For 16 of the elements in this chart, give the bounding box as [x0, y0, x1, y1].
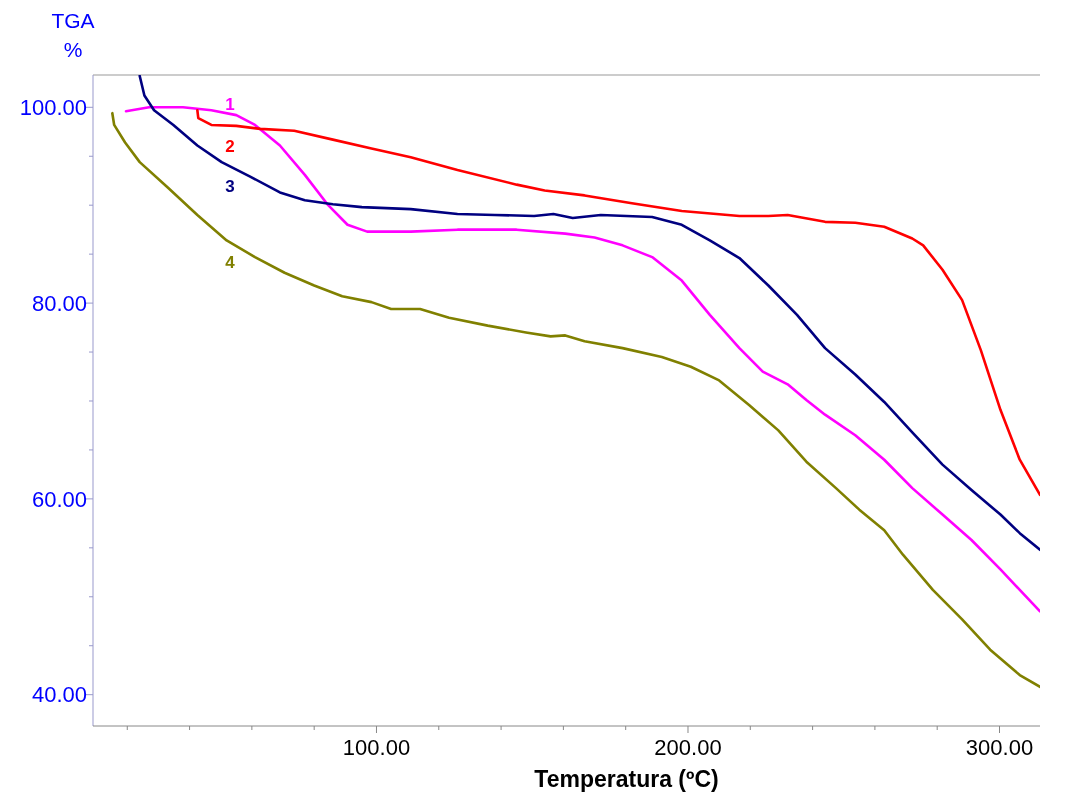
series-label: 3 — [225, 177, 235, 197]
x-tick-label: 100.00 — [342, 735, 411, 760]
line-series — [138, 75, 1040, 552]
x-tick-label: 300.00 — [965, 735, 1034, 760]
series-label: 4 — [225, 253, 236, 273]
y-tick-label: 40.00 — [31, 682, 87, 708]
series-label: 1 — [225, 94, 235, 114]
series-label: 2 — [225, 136, 235, 156]
x-tick-label: 200.00 — [654, 735, 722, 760]
y-tick-label: 60.00 — [31, 486, 87, 512]
y-tick-label: 100.00 — [19, 95, 87, 121]
x-axis-title: Temperatura (ºC) — [534, 766, 719, 792]
line-series — [111, 111, 1040, 689]
y-tick-label: 80.00 — [31, 290, 87, 316]
line-series — [196, 108, 1040, 497]
y-axis-title: TGA % — [51, 9, 95, 61]
